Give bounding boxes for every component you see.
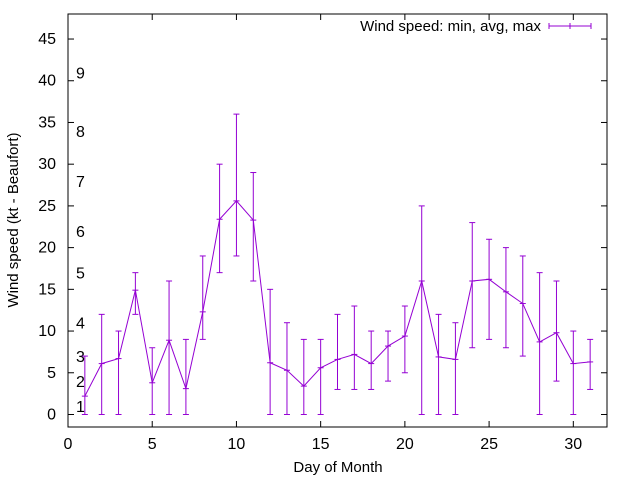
error-bar [317, 338, 324, 415]
error-bar [199, 255, 206, 340]
beaufort-label: 6 [76, 224, 85, 241]
beaufort-label: 9 [76, 65, 85, 82]
error-bar [98, 313, 105, 415]
x-tick-label: 15 [312, 436, 330, 453]
y-axis-title: Wind speed (kt - Beaufort) [5, 132, 22, 307]
legend: Wind speed: min, avg, max [360, 18, 592, 35]
error-bar [267, 288, 274, 415]
beaufort-label: 1 [76, 399, 85, 416]
x-tick-label: 10 [228, 436, 246, 453]
error-bar [401, 305, 408, 374]
y-tick-label: 40 [38, 73, 56, 90]
error-bar [570, 330, 577, 415]
x-tick-label: 5 [148, 436, 157, 453]
error-bar [300, 338, 307, 415]
error-bar [81, 355, 88, 415]
x-tick-label: 25 [480, 436, 498, 453]
error-bar [587, 338, 594, 390]
axis-ticks [67, 14, 607, 427]
error-bar [519, 255, 526, 357]
beaufort-label: 3 [76, 349, 85, 366]
error-bar [250, 172, 257, 282]
legend-label: Wind speed: min, avg, max [360, 18, 541, 35]
x-tick-label: 20 [396, 436, 414, 453]
error-bar [182, 338, 189, 415]
error-bar [368, 330, 375, 390]
error-bar [283, 322, 290, 415]
error-bar [385, 330, 392, 382]
y-tick-label: 0 [47, 406, 56, 423]
error-bar [132, 272, 139, 315]
error-bar [486, 238, 493, 340]
error-bar [536, 272, 543, 415]
beaufort-label: 2 [76, 374, 85, 391]
y-tick-label: 15 [38, 281, 56, 298]
beaufort-label: 5 [76, 266, 85, 283]
beaufort-label: 8 [76, 124, 85, 141]
error-bar [115, 330, 122, 415]
error-bar [149, 347, 156, 415]
error-bar [334, 313, 341, 390]
error-bar [233, 113, 240, 257]
plot-frame [67, 13, 608, 428]
beaufort-label: 4 [76, 316, 85, 333]
y-tick-label: 30 [38, 156, 56, 173]
series-layer [81, 113, 594, 415]
y-tick-label: 25 [38, 198, 56, 215]
error-bar [216, 163, 223, 274]
y-tick-label: 5 [47, 365, 56, 382]
beaufort-scale-labels: 1 2 3 4 5 6 7 8 9 [76, 65, 85, 416]
y-tick-label: 10 [38, 323, 56, 340]
y-tick-label: 45 [38, 31, 56, 48]
error-bar [502, 247, 509, 349]
error-bar [166, 280, 173, 415]
error-bar [418, 205, 425, 415]
x-tick-label: 0 [64, 436, 73, 453]
error-bar [452, 322, 459, 415]
error-bar [469, 222, 476, 349]
y-tick-label: 35 [38, 114, 56, 131]
error-bar [351, 305, 358, 390]
error-bar [553, 280, 560, 382]
error-bar [435, 313, 442, 415]
x-axis-title: Day of Month [293, 459, 382, 476]
y-tick-label: 20 [38, 240, 56, 257]
beaufort-label: 7 [76, 174, 85, 191]
x-tick-label: 30 [564, 436, 582, 453]
